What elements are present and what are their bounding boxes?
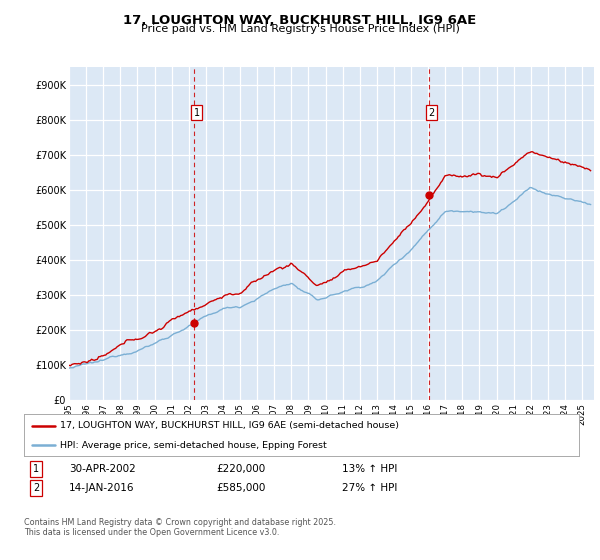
Text: 17, LOUGHTON WAY, BUCKHURST HILL, IG9 6AE (semi-detached house): 17, LOUGHTON WAY, BUCKHURST HILL, IG9 6A… [60, 421, 399, 430]
Text: 13% ↑ HPI: 13% ↑ HPI [342, 464, 397, 474]
Text: 2: 2 [33, 483, 39, 493]
Text: 17, LOUGHTON WAY, BUCKHURST HILL, IG9 6AE: 17, LOUGHTON WAY, BUCKHURST HILL, IG9 6A… [124, 14, 476, 27]
Text: HPI: Average price, semi-detached house, Epping Forest: HPI: Average price, semi-detached house,… [60, 441, 327, 450]
Text: 1: 1 [194, 108, 200, 118]
Text: Contains HM Land Registry data © Crown copyright and database right 2025.
This d: Contains HM Land Registry data © Crown c… [24, 518, 336, 538]
Text: 30-APR-2002: 30-APR-2002 [69, 464, 136, 474]
Text: £220,000: £220,000 [216, 464, 265, 474]
Text: Price paid vs. HM Land Registry's House Price Index (HPI): Price paid vs. HM Land Registry's House … [140, 24, 460, 34]
Text: 2: 2 [428, 108, 434, 118]
Text: 14-JAN-2016: 14-JAN-2016 [69, 483, 134, 493]
Text: £585,000: £585,000 [216, 483, 265, 493]
Text: 27% ↑ HPI: 27% ↑ HPI [342, 483, 397, 493]
Text: 1: 1 [33, 464, 39, 474]
